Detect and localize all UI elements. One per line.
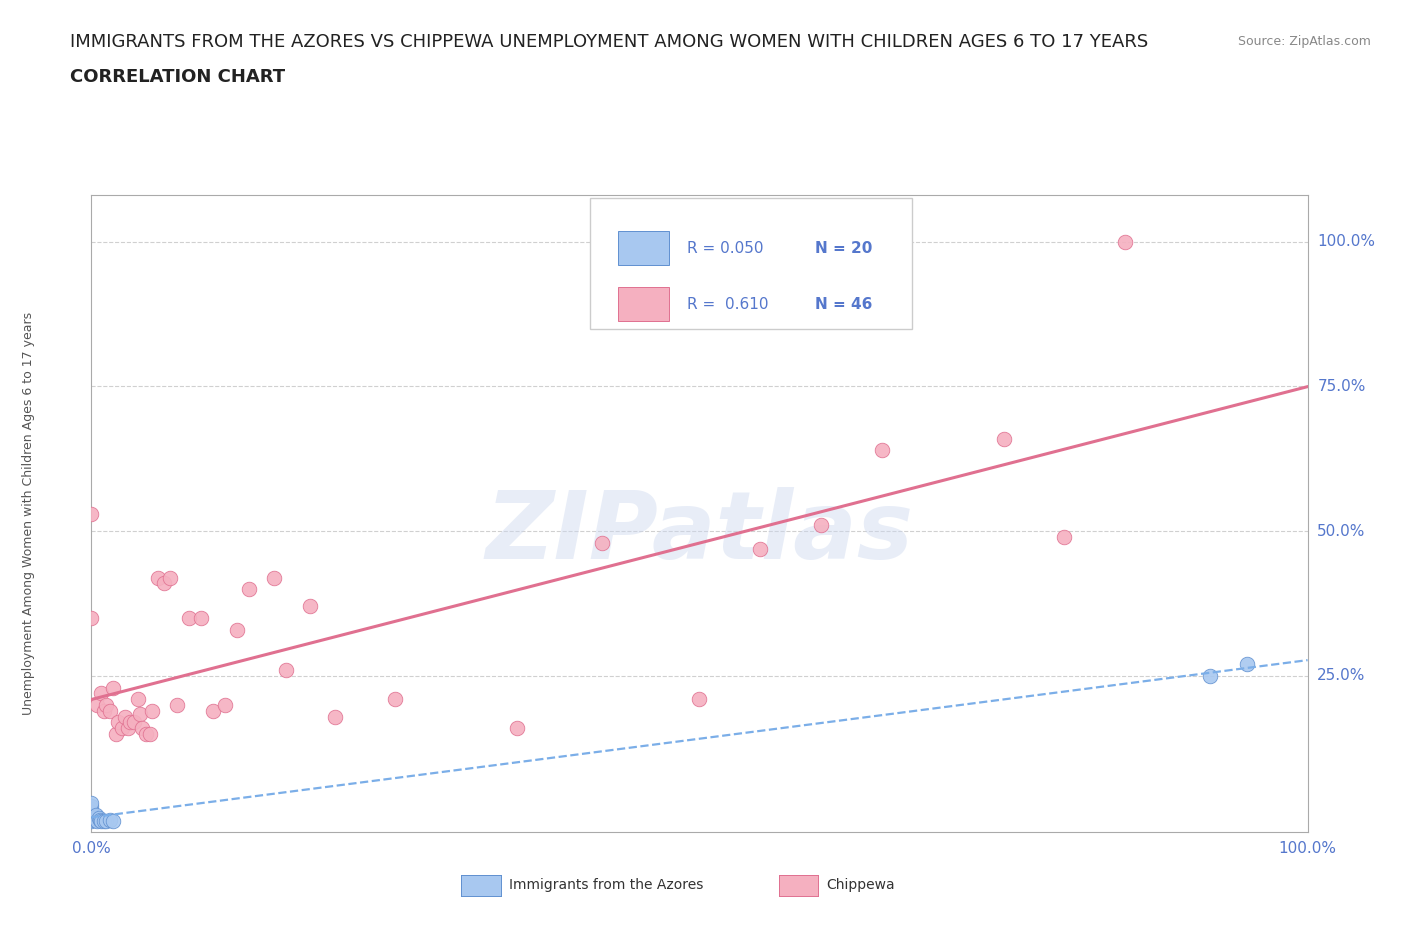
Point	[84, 807, 107, 822]
Point	[810, 518, 832, 533]
Text: Unemployment Among Women with Children Ages 6 to 17 years: Unemployment Among Women with Children A…	[21, 312, 35, 715]
Point	[190, 611, 212, 626]
Point	[993, 432, 1015, 446]
Point	[1053, 529, 1076, 544]
Point	[139, 726, 162, 741]
Point	[323, 709, 346, 724]
Point	[688, 692, 710, 707]
Text: Source: ZipAtlas.com: Source: ZipAtlas.com	[1237, 35, 1371, 48]
Point	[80, 802, 103, 817]
Text: R = 0.050: R = 0.050	[688, 241, 763, 256]
Point	[135, 726, 157, 741]
Text: CORRELATION CHART: CORRELATION CHART	[70, 68, 285, 86]
Point	[104, 726, 127, 741]
Point	[202, 703, 225, 718]
Point	[86, 698, 108, 712]
Point	[93, 703, 115, 718]
Point	[870, 443, 893, 458]
Point	[114, 709, 136, 724]
Point	[103, 814, 125, 829]
Point	[148, 570, 170, 585]
Point	[111, 721, 134, 736]
Point	[80, 611, 103, 626]
Text: 25.0%: 25.0%	[1317, 669, 1365, 684]
Point	[98, 812, 121, 827]
Text: N = 46: N = 46	[815, 297, 872, 312]
Point	[122, 715, 145, 730]
Point	[129, 706, 152, 721]
Point	[159, 570, 181, 585]
Point	[226, 622, 249, 637]
Point	[127, 692, 149, 707]
Point	[166, 698, 188, 712]
Point	[131, 721, 153, 736]
Text: Chippewa: Chippewa	[827, 878, 896, 893]
Text: 100.0%: 100.0%	[1278, 841, 1337, 856]
Point	[87, 810, 110, 825]
Text: IMMIGRANTS FROM THE AZORES VS CHIPPEWA UNEMPLOYMENT AMONG WOMEN WITH CHILDREN AG: IMMIGRANTS FROM THE AZORES VS CHIPPEWA U…	[70, 33, 1149, 50]
FancyBboxPatch shape	[619, 232, 669, 265]
Text: 50.0%: 50.0%	[1317, 524, 1365, 538]
Point	[120, 715, 142, 730]
Point	[80, 799, 103, 814]
Point	[274, 663, 297, 678]
Point	[299, 599, 322, 614]
Point	[384, 692, 406, 707]
Text: 75.0%: 75.0%	[1317, 379, 1365, 394]
Point	[80, 804, 103, 819]
Text: N = 20: N = 20	[815, 241, 872, 256]
Point	[98, 703, 121, 718]
Point	[83, 812, 105, 827]
Point	[86, 814, 108, 829]
Point	[506, 721, 529, 736]
Point	[90, 814, 112, 829]
Text: 100.0%: 100.0%	[1317, 234, 1375, 249]
Point	[90, 686, 112, 701]
Point	[591, 536, 613, 551]
Point	[80, 796, 103, 811]
Point	[84, 810, 107, 825]
Point	[214, 698, 236, 712]
Point	[80, 506, 103, 521]
Point	[80, 814, 103, 829]
Point	[177, 611, 200, 626]
Point	[93, 814, 115, 829]
Point	[153, 576, 176, 591]
Point	[117, 721, 139, 736]
FancyBboxPatch shape	[619, 287, 669, 321]
FancyBboxPatch shape	[591, 198, 912, 329]
Point	[107, 715, 129, 730]
Point	[1114, 234, 1136, 249]
Text: Immigrants from the Azores: Immigrants from the Azores	[509, 878, 703, 893]
Point	[141, 703, 163, 718]
Point	[238, 581, 260, 596]
Point	[103, 680, 125, 695]
Point	[1199, 669, 1222, 684]
Point	[89, 812, 111, 827]
Point	[80, 807, 103, 822]
Point	[94, 698, 117, 712]
Point	[80, 810, 103, 825]
Text: ZIPatlas: ZIPatlas	[485, 487, 914, 579]
Text: 0.0%: 0.0%	[72, 841, 111, 856]
Point	[1236, 657, 1258, 671]
Text: R =  0.610: R = 0.610	[688, 297, 769, 312]
Point	[749, 541, 772, 556]
Point	[94, 814, 117, 829]
Point	[263, 570, 285, 585]
